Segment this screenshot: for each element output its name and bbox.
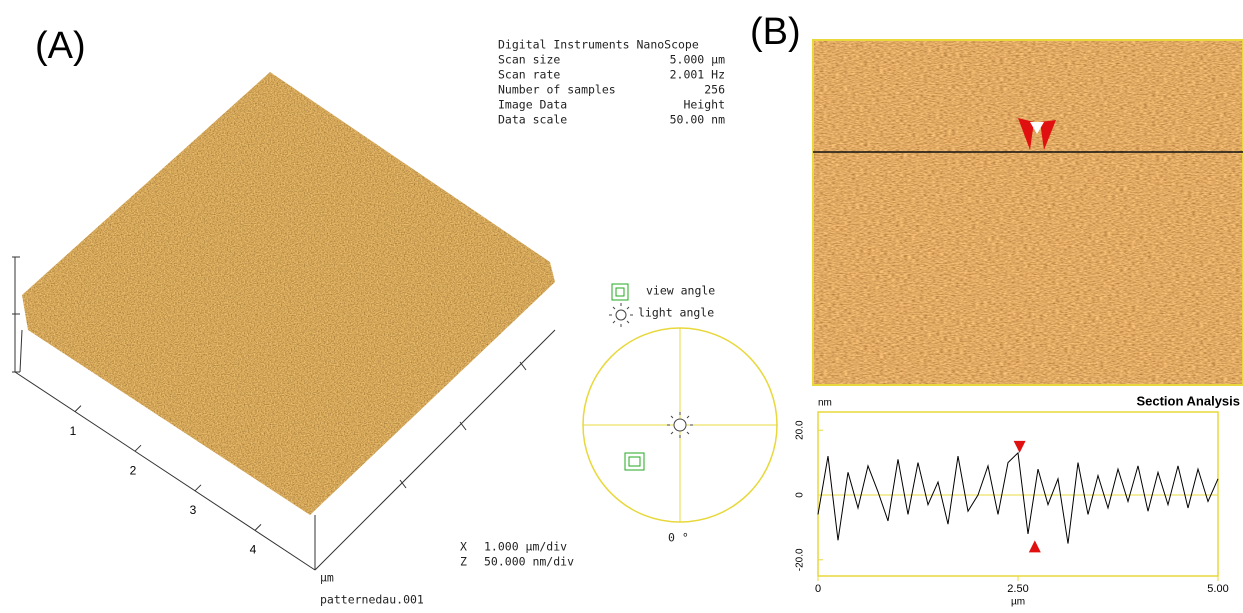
info-key: Image Data bbox=[498, 98, 567, 112]
view-angle-label: view angle bbox=[646, 284, 715, 298]
info-key: Number of samples bbox=[498, 83, 616, 97]
axis-tick bbox=[134, 444, 142, 452]
y-tick-label: 0 bbox=[795, 492, 806, 498]
x-tick-label: 0 bbox=[815, 583, 821, 595]
y-tick-label: -20.0 bbox=[795, 548, 806, 571]
cursor-marker bbox=[1028, 540, 1041, 553]
axis-tick bbox=[194, 484, 202, 492]
y-tick-label: 20.0 bbox=[795, 420, 806, 440]
axis-tick-label: 3 bbox=[190, 503, 197, 517]
x-tick-label: 2.50 bbox=[1007, 583, 1028, 595]
x-tick-label: 5.00 bbox=[1207, 583, 1228, 595]
angle-value: 0 ° bbox=[668, 531, 689, 545]
chart-title: Section Analysis bbox=[1136, 393, 1240, 408]
surface-3d bbox=[22, 72, 555, 515]
info-value: Height bbox=[683, 98, 725, 112]
panel-label: (A) bbox=[35, 25, 86, 67]
y-axis-label: nm bbox=[818, 398, 832, 409]
scale-axis: Z bbox=[460, 555, 467, 569]
afm-image bbox=[813, 40, 1243, 385]
file-name: patternedau.001 bbox=[320, 593, 424, 607]
axes-3d bbox=[12, 256, 556, 571]
x-axis-label: µm bbox=[1011, 597, 1025, 608]
info-header: Digital Instruments NanoScope bbox=[498, 38, 699, 52]
plot-frame bbox=[817, 411, 1219, 577]
light-angle-label: light angle bbox=[638, 306, 714, 320]
profile-line bbox=[817, 451, 1219, 544]
info-key: Scan size bbox=[498, 53, 560, 67]
cursor-marker bbox=[1013, 440, 1026, 453]
angle-widget bbox=[582, 283, 778, 523]
axis-tick-label: 1 bbox=[70, 424, 77, 438]
image-frame bbox=[812, 39, 1243, 386]
cursor-marks bbox=[1030, 122, 1044, 134]
axis-tick-label: 2 bbox=[130, 463, 137, 477]
axis-unit: µm bbox=[320, 571, 334, 585]
info-key: Data scale bbox=[498, 113, 567, 127]
scale-value: 1.000 µm/div bbox=[484, 540, 567, 554]
info-value: 5.000 µm bbox=[670, 53, 725, 67]
info-value: 256 bbox=[704, 83, 725, 97]
info-value: 2.001 Hz bbox=[670, 68, 725, 82]
info-value: 50.00 nm bbox=[670, 113, 725, 127]
axis-tick-label: 4 bbox=[250, 543, 257, 557]
scale-axis: X bbox=[460, 540, 467, 554]
cursor-marks bbox=[1018, 118, 1056, 150]
panel-label: (B) bbox=[750, 11, 801, 53]
axis-tick bbox=[74, 405, 82, 412]
axis-tick bbox=[254, 524, 262, 531]
scale-value: 50.000 nm/div bbox=[484, 555, 574, 569]
info-key: Scan rate bbox=[498, 68, 560, 82]
